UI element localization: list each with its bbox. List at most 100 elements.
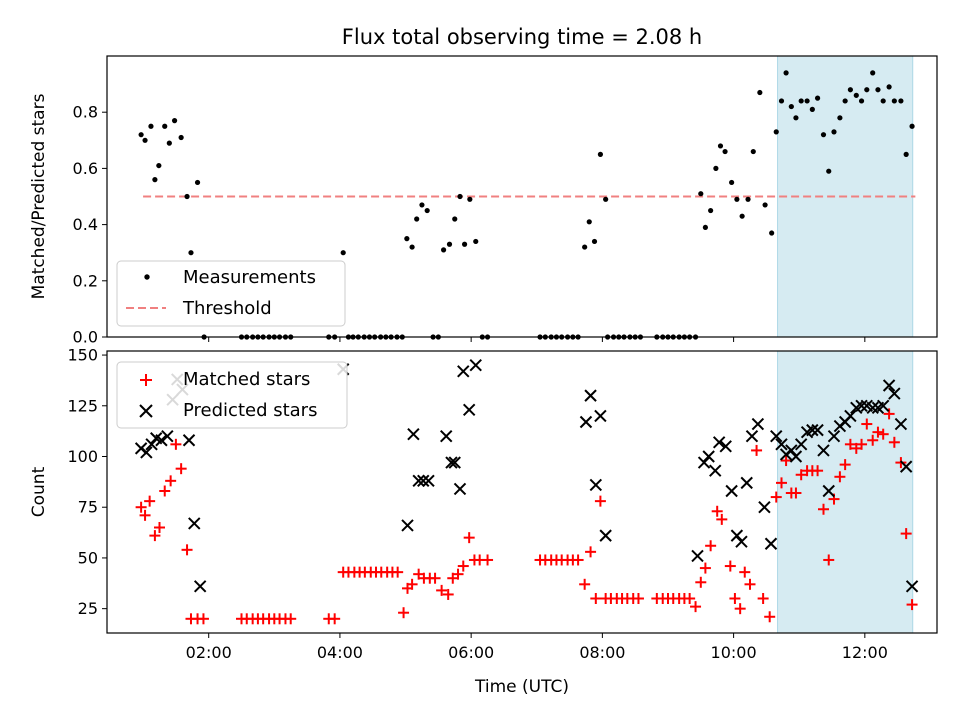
predicted-point: [725, 484, 738, 498]
predicted-point: [440, 430, 453, 443]
matched-point: [197, 613, 209, 625]
matched-point: [716, 513, 728, 525]
predicted-point: [589, 478, 603, 492]
matched-point: [285, 613, 297, 625]
measurement-point: [769, 230, 775, 236]
matched-point: [392, 566, 404, 578]
matched-point: [585, 546, 597, 558]
bottom-panel: 25 50 75 100 125 150 02:00 04:00 06:00 08:00 10:00…: [29, 346, 938, 697]
matched-point: [149, 530, 161, 542]
xtick-label: 10:00: [711, 643, 757, 662]
measurement-point: [414, 216, 420, 222]
matched-point: [888, 436, 900, 448]
measurement-point: [820, 132, 827, 138]
measurement-point: [708, 207, 714, 214]
top-ytick-label: 0.6: [73, 159, 98, 178]
measurement-point: [870, 70, 876, 76]
predicted-point: [584, 389, 597, 402]
matched-point: [775, 477, 787, 489]
top-axes-frame: [106, 55, 938, 338]
matched-point: [594, 495, 606, 507]
measurement-point: [419, 202, 425, 208]
measurement-point: [837, 115, 843, 121]
measurement-point: [729, 179, 735, 186]
top-legend-box: [116, 260, 346, 327]
predicted-point: [770, 430, 783, 443]
predicted-point: [145, 438, 158, 451]
measurement-point: [152, 177, 158, 183]
matched-point: [861, 418, 873, 430]
measurement-point: [886, 84, 892, 90]
predicted-point: [735, 535, 748, 548]
matched-point: [724, 560, 736, 572]
measurement-point: [804, 98, 810, 104]
matched-point: [144, 495, 156, 507]
legend-measurements-marker: [144, 274, 150, 280]
measurement-point: [138, 132, 144, 138]
matched-point: [398, 607, 410, 619]
matched-point: [823, 554, 835, 566]
predicted-point: [740, 476, 753, 490]
predicted-point: [140, 446, 153, 459]
measurement-point: [467, 196, 473, 202]
predicted-point: [469, 358, 482, 372]
predicted-point: [745, 430, 759, 443]
measurement-point: [903, 151, 909, 157]
matched-point: [181, 544, 193, 556]
matched-point: [436, 584, 448, 596]
measurement-point: [783, 70, 789, 76]
measurement-point: [798, 98, 804, 104]
measurement-point: [734, 196, 740, 202]
predicted-point: [775, 438, 788, 451]
predicted-point: [702, 450, 715, 463]
legend-matched-label: Matched stars: [183, 369, 310, 390]
measurement-point: [452, 216, 458, 222]
predicted-point: [193, 580, 207, 593]
matched-point: [844, 438, 856, 450]
measurement-point: [702, 224, 708, 231]
legend-matched-marker: [140, 374, 152, 386]
measurement-point: [788, 103, 794, 110]
measurement-point: [603, 196, 609, 202]
predicted-point: [855, 399, 868, 412]
matched-point: [690, 601, 702, 613]
matched-point: [159, 485, 171, 497]
measurement-point: [809, 106, 815, 112]
matched-point: [699, 562, 711, 574]
matched-point: [153, 522, 165, 534]
measurement-point: [909, 123, 915, 129]
top-y-axis-label: Matched/Predicted stars: [29, 93, 49, 299]
bottom-legend: Matched stars Predicted stars: [116, 361, 348, 429]
measurement-point: [745, 196, 751, 202]
matched-point: [729, 593, 741, 605]
top-ytick-label: 0.2: [73, 271, 98, 290]
predicted-point: [709, 464, 722, 477]
measurement-point: [440, 247, 447, 253]
matched-point: [790, 487, 802, 499]
predicted-point: [188, 517, 201, 530]
top-ytick-label: 0.0: [73, 328, 98, 347]
matched-point: [329, 613, 341, 625]
bottom-legend-box: [116, 361, 348, 429]
measurement-point: [739, 213, 745, 219]
figure-title: Flux total observing time = 2.08 h: [342, 25, 702, 49]
predicted-point: [697, 456, 711, 469]
measurement-point: [162, 123, 168, 129]
predicted-point: [182, 434, 196, 447]
predicted-point: [794, 438, 808, 451]
predicted-point: [789, 450, 803, 463]
top-ytick-label: 0.4: [73, 215, 98, 234]
predicted-point: [844, 409, 857, 423]
matched-point: [711, 505, 723, 517]
matched-point: [590, 593, 602, 605]
measurement-point: [853, 92, 859, 98]
measurement-point: [597, 151, 604, 157]
measurement-point: [762, 202, 768, 208]
matched-point: [744, 578, 756, 590]
matched-point: [463, 532, 475, 544]
measurement-point: [473, 238, 479, 245]
predicted-point: [462, 403, 476, 417]
x-axis-label: Time (UTC): [474, 677, 569, 697]
matched-point: [632, 593, 644, 605]
bottom-highlight-span: [777, 350, 914, 634]
